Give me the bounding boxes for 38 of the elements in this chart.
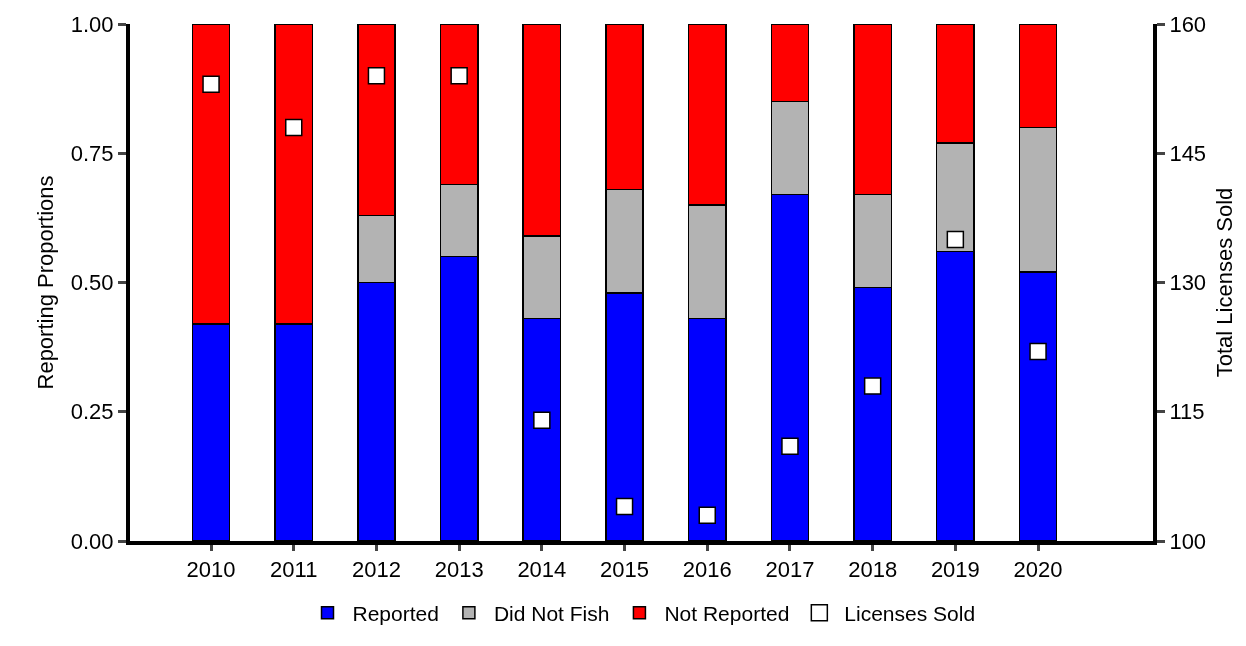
legend-label: Licenses Sold bbox=[844, 602, 976, 626]
point bbox=[615, 497, 634, 516]
y-tick-label: 0.50 bbox=[70, 270, 114, 296]
x-tick-label: 2015 bbox=[600, 557, 650, 583]
point bbox=[1029, 342, 1047, 361]
x-tick-label: 2014 bbox=[517, 557, 567, 583]
x-tick-label: 2019 bbox=[930, 557, 980, 583]
y2-tick-label: 130 bbox=[1169, 270, 1207, 296]
x-tick-label: 2010 bbox=[186, 557, 236, 583]
legend-label: Not Reported bbox=[664, 602, 790, 626]
legend-label: Did Not Fish bbox=[493, 602, 610, 626]
x-tick-label: 2011 bbox=[270, 557, 318, 583]
x-tick-label: 2013 bbox=[434, 557, 484, 583]
y-tick-label: 0.00 bbox=[70, 528, 114, 554]
point bbox=[367, 66, 386, 85]
point bbox=[533, 411, 551, 430]
y2-axis-title: Total Licenses Sold bbox=[1211, 187, 1237, 378]
x-tick-label: 2012 bbox=[351, 557, 401, 583]
point bbox=[285, 118, 303, 137]
x-tick-label: 2020 bbox=[1013, 557, 1063, 583]
legend-label: Reported bbox=[352, 602, 439, 626]
point bbox=[450, 66, 468, 85]
y2-tick-label: 115 bbox=[1169, 399, 1205, 425]
x-tick-label: 2016 bbox=[682, 557, 732, 583]
x-tick-label: 2017 bbox=[765, 557, 815, 583]
point bbox=[781, 437, 799, 455]
y2-tick-label: 100 bbox=[1169, 528, 1207, 554]
y2-tick-label: 145 bbox=[1169, 140, 1207, 166]
y2-tick-label: 160 bbox=[1169, 11, 1207, 37]
point bbox=[698, 506, 716, 524]
x-tick-label: 2018 bbox=[848, 557, 898, 583]
y-tick-label: 1.00 bbox=[70, 11, 114, 37]
y-axis-title: Reporting Proportions bbox=[33, 175, 59, 390]
y-tick-label: 0.25 bbox=[70, 399, 114, 425]
point bbox=[946, 230, 965, 249]
point bbox=[863, 377, 882, 395]
point bbox=[202, 75, 220, 94]
y-tick-label: 0.75 bbox=[70, 140, 114, 166]
